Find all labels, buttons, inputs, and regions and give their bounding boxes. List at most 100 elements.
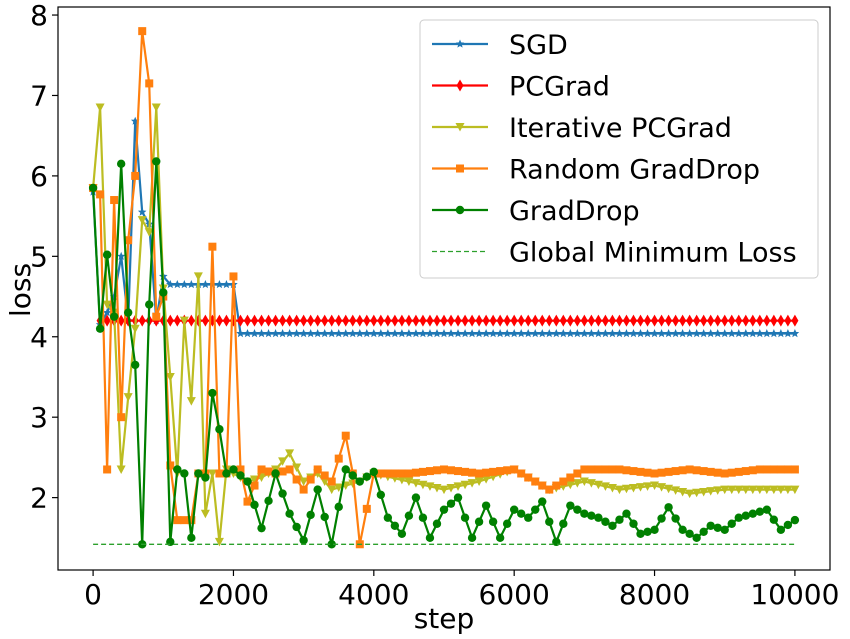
data-point	[131, 171, 140, 180]
data-point	[587, 314, 595, 327]
data-point	[657, 514, 666, 523]
data-point	[390, 521, 400, 530]
data-point	[215, 314, 223, 327]
data-point	[657, 329, 666, 338]
data-point	[482, 468, 491, 477]
data-point	[138, 27, 147, 36]
data-point	[278, 329, 287, 338]
data-point	[678, 466, 687, 475]
legend-item: SGD	[432, 30, 568, 61]
data-point	[418, 329, 428, 338]
data-point	[320, 512, 329, 522]
data-point	[727, 519, 736, 528]
data-point	[475, 314, 483, 327]
data-point	[264, 467, 273, 476]
data-point	[488, 329, 498, 338]
data-point	[679, 314, 687, 327]
data-point	[425, 467, 434, 476]
data-point	[208, 242, 217, 251]
data-point	[573, 469, 582, 478]
data-point	[755, 329, 765, 338]
data-point	[495, 533, 505, 543]
data-point	[594, 314, 602, 327]
data-point	[734, 513, 743, 522]
data-point	[579, 477, 589, 487]
data-point	[713, 329, 722, 338]
data-point	[398, 314, 406, 327]
x-tick-label: 0	[84, 578, 102, 611]
data-point	[446, 483, 456, 493]
data-point	[467, 479, 477, 488]
data-point	[790, 485, 800, 495]
data-point	[685, 329, 694, 338]
y-axis-label: loss	[4, 263, 37, 317]
data-point	[482, 314, 490, 327]
data-point	[545, 517, 554, 526]
data-point	[447, 466, 456, 475]
data-point	[251, 314, 259, 327]
data-point	[376, 329, 386, 338]
data-point	[377, 314, 385, 327]
y-tick-label: 2	[30, 482, 48, 515]
data-point	[453, 329, 463, 338]
data-point	[776, 485, 786, 495]
data-point	[741, 511, 750, 520]
data-point	[643, 468, 652, 477]
data-point	[720, 485, 730, 495]
data-point	[116, 465, 126, 474]
data-point	[614, 485, 624, 495]
data-point	[621, 484, 631, 494]
data-point	[201, 314, 209, 327]
data-point	[95, 324, 105, 333]
data-point	[123, 308, 133, 317]
data-point	[328, 314, 336, 327]
data-point	[587, 465, 596, 474]
data-point	[461, 314, 469, 327]
data-point	[103, 465, 112, 474]
data-point	[531, 505, 540, 514]
data-point	[791, 314, 799, 327]
data-point	[419, 314, 427, 327]
data-point	[531, 314, 539, 327]
data-point	[678, 329, 687, 338]
data-point	[243, 329, 252, 338]
data-point	[699, 467, 708, 476]
y-axis-label-group: loss	[4, 263, 37, 317]
data-point	[292, 463, 302, 472]
data-point	[390, 469, 399, 478]
data-point	[236, 314, 244, 327]
data-point	[600, 482, 610, 491]
data-point	[644, 314, 652, 327]
data-point	[144, 228, 154, 237]
data-point	[116, 159, 126, 169]
data-point	[658, 314, 666, 327]
data-point	[370, 314, 378, 327]
data-point	[152, 312, 161, 321]
data-point	[236, 471, 245, 480]
data-point	[552, 481, 561, 490]
data-point	[713, 523, 722, 532]
data-point	[693, 314, 701, 327]
data-point	[300, 314, 308, 327]
data-point	[748, 329, 758, 338]
data-point	[735, 314, 743, 327]
data-point	[411, 493, 421, 502]
legend-item: PCGrad	[432, 72, 610, 103]
data-point	[580, 314, 588, 327]
data-point	[699, 329, 708, 338]
data-point	[763, 314, 771, 327]
series-sgd	[88, 116, 800, 338]
data-point	[783, 465, 792, 474]
data-point	[699, 527, 708, 536]
data-point	[321, 314, 329, 327]
data-point	[116, 251, 126, 260]
data-point	[643, 329, 652, 338]
data-point	[314, 314, 322, 327]
x-tick-label: 10000	[750, 578, 839, 611]
data-point	[180, 516, 189, 525]
data-point	[559, 314, 567, 327]
data-point	[432, 483, 442, 493]
data-point	[481, 501, 491, 510]
data-point	[727, 329, 736, 338]
data-point	[762, 465, 771, 474]
